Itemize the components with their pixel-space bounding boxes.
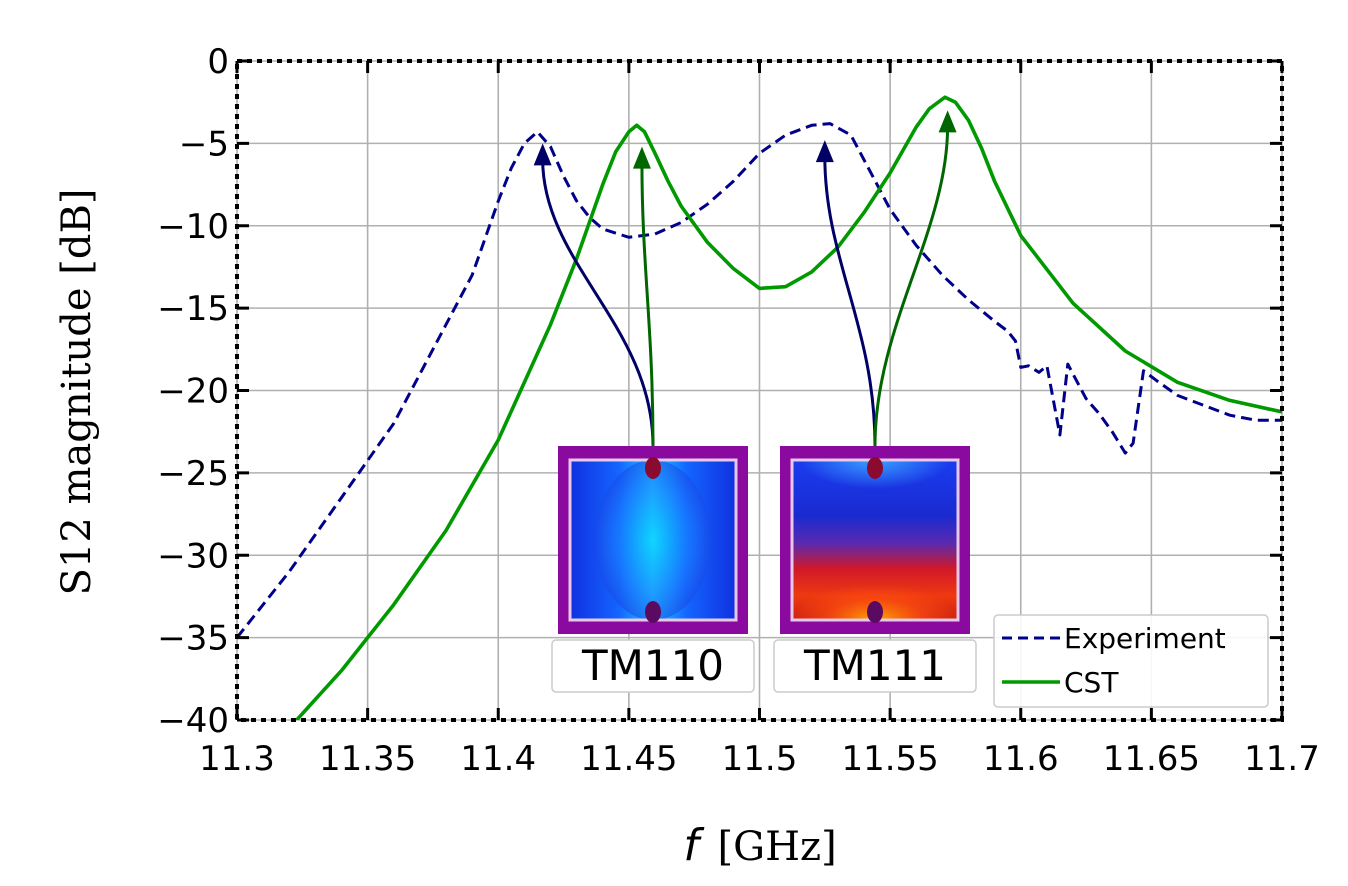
- inset-layer: TM110 TM111: [551, 446, 977, 693]
- inset-label-box: [551, 639, 755, 693]
- arrow-head: [632, 146, 651, 169]
- port-top: [645, 457, 661, 479]
- tick-labels: 11.3 11.35 11.4 11.45 11.5 11.55 11.6 11.65 11.7…: [157, 42, 1320, 779]
- series-line-experiment: [237, 122, 1282, 639]
- x-axis-label: f [GHz]: [683, 820, 836, 871]
- field-glow: [594, 460, 712, 620]
- arrow-head: [815, 140, 834, 163]
- inset-label-tm110: TM110: [581, 641, 724, 690]
- annotation-arrow: [873, 126, 950, 447]
- series-layer: [237, 95, 1282, 720]
- x-tick-label: 11.35: [319, 739, 416, 779]
- inset-tm111: TM111: [773, 446, 977, 693]
- legend-label-cst: CST: [1064, 666, 1119, 699]
- arrow-head: [533, 143, 552, 166]
- legend-label-experiment: Experiment: [1064, 622, 1226, 655]
- annotation-arrow: [541, 159, 655, 447]
- y-tick-label: −5: [179, 124, 229, 164]
- inset-tm110: TM110: [551, 446, 755, 693]
- y-tick-label: −25: [157, 454, 229, 494]
- port-bottom: [867, 601, 883, 623]
- y-tick-label: 0: [207, 42, 229, 82]
- y-tick-label: −15: [157, 289, 229, 329]
- x-tick-label: 11.65: [1103, 739, 1200, 779]
- x-axis-symbol: f: [683, 820, 705, 871]
- annotation-arrow: [823, 156, 877, 447]
- x-tick-label: 11.6: [983, 739, 1059, 779]
- inset-label-box: [773, 639, 977, 693]
- inset-label-tm111: TM111: [803, 641, 946, 690]
- x-tick-label: 11.3: [199, 739, 275, 779]
- y-tick-label: −35: [157, 619, 229, 659]
- annotation-arrow: [640, 162, 655, 447]
- legend: Experiment CST: [993, 614, 1269, 708]
- x-tick-label: 11.55: [841, 739, 938, 779]
- x-tick-label: 11.5: [722, 739, 798, 779]
- port-bottom: [645, 601, 661, 623]
- y-tick-label: −30: [157, 536, 229, 576]
- x-tick-label: 11.4: [460, 739, 536, 779]
- plot-frame: [235, 59, 1284, 722]
- y-tick-label: −10: [157, 207, 229, 247]
- y-tick-label: −20: [157, 372, 229, 412]
- arrow-head: [938, 110, 957, 133]
- x-tick-label: 11.45: [580, 739, 677, 779]
- x-tick-label: 11.7: [1244, 739, 1320, 779]
- annotation-arrows: [533, 110, 957, 447]
- x-axis-unit: [GHz]: [718, 824, 837, 870]
- y-axis-label: S12 magnitude [dB]: [54, 189, 100, 596]
- legend-box: [993, 614, 1269, 708]
- series-line-cst: [294, 95, 1282, 720]
- port-top: [867, 457, 883, 479]
- y-tick-label: −40: [157, 701, 229, 741]
